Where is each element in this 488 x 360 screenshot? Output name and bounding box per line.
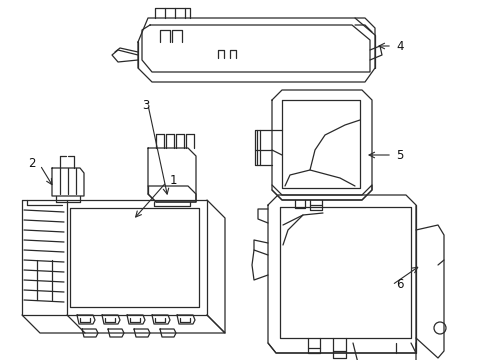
Text: 4: 4 <box>395 40 403 53</box>
Text: 5: 5 <box>395 149 403 162</box>
Text: 3: 3 <box>142 99 149 112</box>
Text: 1: 1 <box>169 174 177 186</box>
Text: 6: 6 <box>395 279 403 292</box>
Text: 2: 2 <box>28 157 36 170</box>
